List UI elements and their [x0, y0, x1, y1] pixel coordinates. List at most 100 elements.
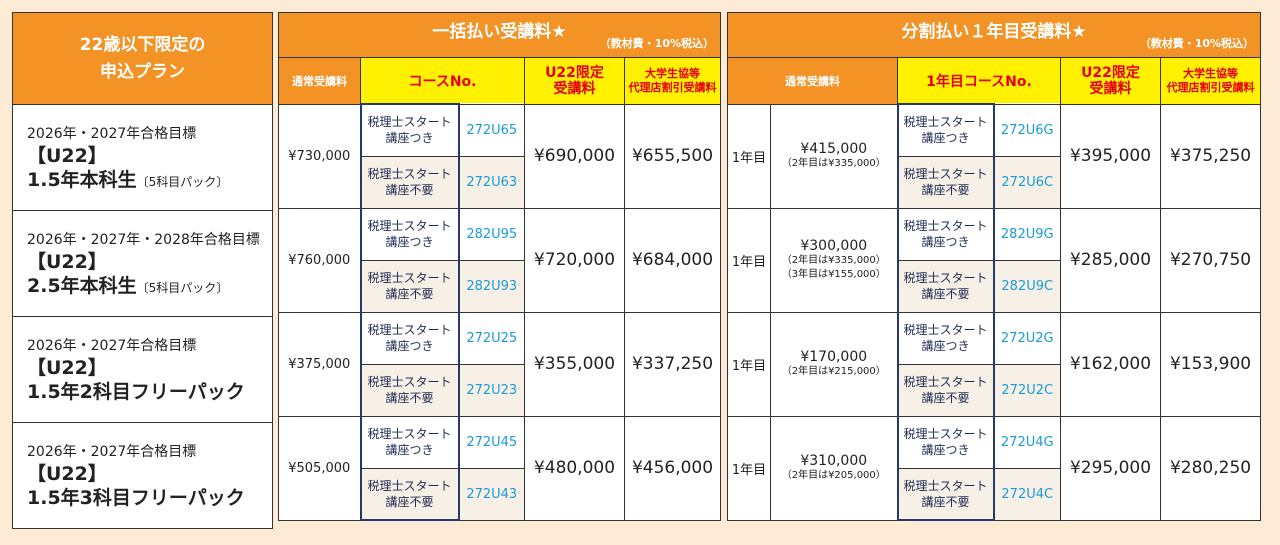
installment-table: 分割払い１年目受講料★ （教材費・10%税込） 通常受講料 1年目コースNo. U… — [726, 12, 1262, 521]
course-code: 272U2G — [993, 311, 1061, 365]
plan-target: 2026年・2027年合格目標 — [27, 443, 197, 460]
table-row: 税理士スタート 講座不要 272U4C — [728, 467, 1261, 521]
course-code: 272U65 — [458, 103, 525, 157]
col-course-no: コースNo. — [360, 57, 525, 105]
course-label-without: 税理士スタート 講座不要 — [359, 363, 460, 417]
plan-cell: 2026年・2027年・2028年合格目標 【U22】 2.5年本科生〔5科目パック… — [12, 210, 273, 317]
u22-price: ¥690,000 — [524, 103, 625, 209]
later-year-note: （3年目は¥155,000） — [781, 269, 886, 280]
course-code: 282U93 — [458, 259, 525, 313]
plan-row: 2026年・2027年合格目標 【U22】 1.5年2科目フリーパック — [12, 316, 273, 423]
u22-price: ¥480,000 — [524, 415, 625, 521]
course-label-without: 税理士スタート 講座不要 — [359, 467, 460, 521]
plan-target: 2026年・2027年合格目標 — [27, 337, 197, 354]
course-label-with: 税理士スタート 講座つき — [359, 207, 460, 261]
installment-header: 分割払い１年目受講料★ （教材費・10%税込） — [726, 12, 1262, 58]
plan-row: 2026年・2027年・2028年合格目標 【U22】 2.5年本科生〔5科目パック… — [12, 210, 273, 317]
inst-title: 分割払い１年目受講料★ — [901, 21, 1087, 42]
installment-regular: ¥170,000 （2年目は¥215,000） — [770, 311, 898, 417]
regular-price: ¥415,000 — [800, 141, 868, 157]
table-row: 1年目 ¥300,000 （2年目は¥335,000） （3年目は¥155,000）税… — [727, 207, 1262, 313]
course-code: 272U6G — [993, 103, 1061, 157]
course-code: 272U4C — [993, 467, 1061, 521]
plan-row: 2026年・2027年合格目標 【U22】 1.5年本科生〔5科目パック〕 — [12, 104, 273, 211]
course-code: 272U2C — [993, 363, 1061, 417]
installment-regular: ¥300,000 （2年目は¥335,000） （3年目は¥155,000） — [770, 207, 898, 313]
u22-price: ¥162,000 — [1060, 311, 1161, 417]
later-year-note: （2年目は¥335,000） — [781, 255, 886, 266]
plan-name: 2.5年本科生 — [27, 274, 137, 297]
col-regular: 通常受講料 — [278, 57, 361, 105]
later-year-note: （2年目は¥215,000） — [781, 366, 886, 377]
course-label-without: 税理士スタート 講座不要 — [896, 363, 995, 417]
course-code: 272U45 — [458, 415, 525, 469]
table-row: ¥730,000 税理士スタート 講座つき 272U65 ¥690,000 ¥655,5… — [278, 103, 722, 209]
regular-price: ¥505,000 — [278, 415, 361, 521]
course-code: 272U6C — [993, 155, 1061, 209]
plan-table: 22歳以下限定の 申込プラン 2026年・2027年合格目標 【U22】 1.5年本科… — [12, 12, 273, 529]
course-code: 272U43 — [458, 467, 525, 521]
course-label-with: 税理士スタート 講座つき — [896, 207, 995, 261]
u22-price: ¥720,000 — [524, 207, 625, 313]
table-row: 税理士スタート 講座不要 272U23 — [279, 363, 721, 417]
coop-price: ¥153,900 — [1159, 311, 1262, 417]
u22-price: ¥395,000 — [1060, 103, 1161, 209]
plan-tag: 【U22】 — [27, 144, 107, 167]
course-label-with: 税理士スタート 講座つき — [359, 415, 460, 469]
plan-name: 1.5年本科生 — [27, 168, 137, 191]
col-u22: U22限定 受講料 — [1060, 57, 1161, 105]
plan-row: 2026年・2027年合格目標【U22】 1.5年3科目フリーパック — [12, 422, 273, 529]
plan-header: 22歳以下限定の 申込プラン — [12, 12, 273, 105]
plan-pack: 〔5科目パック〕 — [136, 280, 229, 295]
regular-price: ¥170,000 — [800, 349, 868, 365]
regular-price: ¥730,000 — [278, 103, 361, 209]
u22-price: ¥295,000 — [1060, 415, 1161, 521]
plan-tag: 【U22】 — [27, 356, 107, 379]
regular-price: ¥375,000 — [278, 311, 361, 417]
col-coop: 大学生協等 代理店割引受講料 — [1159, 57, 1262, 105]
table-row: 税理士スタート 講座不要 282U9C — [728, 259, 1261, 313]
plan-tag: 【U22】 — [27, 250, 107, 273]
course-code: 272U23 — [458, 363, 525, 417]
table-row: ¥505,000 税理士スタート 講座つき 272U45 ¥480,000 ¥456,0… — [278, 415, 722, 521]
col-regular: 通常受講料 — [727, 57, 898, 105]
coop-price: ¥655,500 — [623, 103, 722, 209]
table-row: ¥375,000 税理士スタート 講座つき 272U25 ¥355,000 ¥337,2… — [278, 311, 722, 417]
course-code: 282U9C — [993, 259, 1061, 313]
course-code: 282U9G — [993, 207, 1061, 261]
lump-sum-table: 一括払い受講料★ （教材費・10%税込） 通常受講料 コースNo. U22限定 受… — [277, 12, 722, 521]
regular-price: ¥760,000 — [278, 207, 361, 313]
course-label-with: 税理士スタート 講座つき — [359, 311, 460, 365]
later-year-note: （2年目は¥335,000） — [781, 158, 886, 169]
course-label-with: 税理士スタート 講座つき — [896, 311, 995, 365]
course-code: 272U25 — [458, 311, 525, 365]
regular-price: ¥310,000 — [800, 453, 868, 469]
table-row: 税理士スタート 講座不要 272U6C — [728, 155, 1261, 209]
lump-note: （教材費・10%税込） — [599, 37, 715, 50]
year-label: 1年目 — [727, 415, 771, 521]
later-year-note: （2年目は¥205,000） — [781, 470, 886, 481]
course-code: 282U95 — [458, 207, 525, 261]
u22-price: ¥285,000 — [1060, 207, 1161, 313]
plan-header-line: 22歳以下限定の — [79, 34, 206, 55]
regular-price: ¥300,000 — [800, 238, 868, 254]
col-course-no: 1年目コースNo. — [897, 57, 1061, 105]
year-label: 1年目 — [727, 103, 771, 209]
plan-tag: 【U22】 — [27, 462, 107, 485]
plan-cell: 2026年・2027年合格目標【U22】 1.5年3科目フリーパック — [12, 422, 273, 529]
table-row: 1年目 ¥310,000 （2年目は¥205,000） 税理士スタート 講座つき 272… — [727, 415, 1262, 521]
plan-cell: 2026年・2027年合格目標 【U22】 1.5年2科目フリーパック — [12, 316, 273, 423]
plan-cell: 2026年・2027年合格目標 【U22】 1.5年本科生〔5科目パック〕 — [12, 104, 273, 211]
course-label-with: 税理士スタート 講座つき — [359, 103, 460, 157]
course-code: 272U4G — [993, 415, 1061, 469]
coop-price: ¥280,250 — [1159, 415, 1262, 521]
u22-price: ¥355,000 — [524, 311, 625, 417]
year-label: 1年目 — [727, 207, 771, 313]
lump-sum-header: 一括払い受講料★ （教材費・10%税込） — [277, 12, 722, 58]
installment-regular: ¥415,000 （2年目は¥335,000） — [770, 103, 898, 209]
col-coop: 大学生協等 代理店割引受講料 — [623, 57, 722, 105]
plan-header-line: 申込プラン — [100, 61, 185, 82]
plan-name: 1.5年3科目フリーパック — [27, 486, 245, 509]
installment-regular: ¥310,000 （2年目は¥205,000） — [770, 415, 898, 521]
course-label-with: 税理士スタート 講座つき — [896, 415, 995, 469]
